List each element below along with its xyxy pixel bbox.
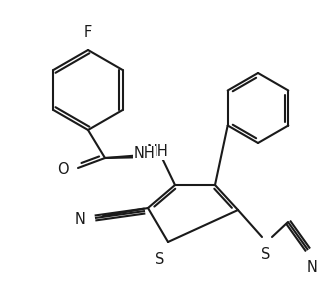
Text: S: S <box>261 247 271 262</box>
Text: N: N <box>307 260 317 275</box>
Text: O: O <box>57 163 69 178</box>
Text: S: S <box>155 252 165 267</box>
Text: NH: NH <box>133 147 155 161</box>
Text: N: N <box>75 211 86 227</box>
Text: F: F <box>84 25 92 40</box>
Text: NH: NH <box>147 145 169 159</box>
